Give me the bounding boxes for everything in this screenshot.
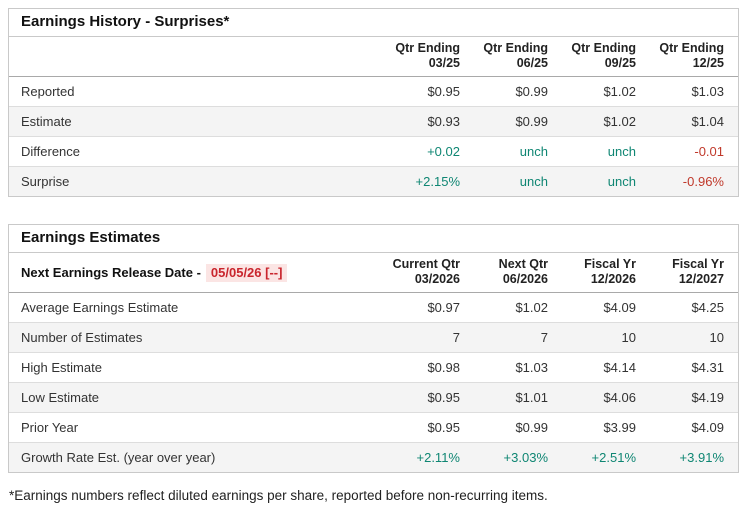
row-label: Difference — [9, 136, 386, 167]
earnings-estimates-table: Next Earnings Release Date -05/05/26 [--… — [9, 253, 738, 472]
panel-title: Earnings Estimates — [9, 225, 738, 253]
release-date-badge[interactable]: 05/05/26 [--] — [205, 263, 288, 282]
cell-value: $4.14 — [562, 352, 650, 383]
cell-value: -0.96% — [682, 174, 724, 189]
row-label: Estimate — [9, 106, 386, 137]
table-row: Difference +0.02 unch unch -0.01 — [9, 136, 738, 167]
cell-value: unch — [519, 174, 548, 189]
cell-value: $4.09 — [562, 292, 650, 323]
row-label: Surprise — [21, 174, 70, 189]
row-label: High Estimate — [9, 352, 386, 383]
cell-value: unch — [562, 136, 650, 167]
cell-value: $1.03 — [650, 76, 738, 107]
row-label: Reported — [9, 76, 386, 107]
cell-value: 7 — [386, 322, 474, 353]
cell-value: $0.97 — [386, 292, 474, 323]
cell-value: $1.04 — [650, 106, 738, 137]
table-row: Estimate $0.93 $0.99 $1.02 $1.04 — [9, 106, 738, 137]
table-row: Number of Estimates 7 7 10 10 — [9, 322, 738, 353]
cell-value: $0.98 — [386, 352, 474, 383]
row-label: Average Earnings Estimate — [9, 292, 386, 323]
cell-value: $4.25 — [650, 292, 738, 323]
cell-value: 10 — [562, 322, 650, 353]
column-header: Next Qtr 06/2026 — [474, 253, 562, 293]
cell-value: $4.06 — [562, 382, 650, 413]
earnings-estimates-panel: Earnings Estimates Next Earnings Release… — [8, 224, 739, 473]
cell-value: $4.09 — [650, 412, 738, 443]
column-header: Current Qtr 03/2026 — [386, 253, 474, 293]
blank-header-cell — [9, 37, 386, 77]
cell-value: $0.99 — [474, 76, 562, 107]
earnings-history-panel: Earnings History - Surprises* Qtr Ending… — [8, 8, 739, 197]
column-header: Qtr Ending 12/25 — [650, 37, 738, 77]
cell-value: $1.02 — [562, 76, 650, 107]
row-label: Growth Rate Est. (year over year) — [21, 450, 216, 465]
table-row: Surprise +2.15% unch unch -0.96% — [9, 166, 738, 196]
cell-value: $1.01 — [474, 382, 562, 413]
cell-value: $1.02 — [474, 292, 562, 323]
header-row: Qtr Ending 03/25 Qtr Ending 06/25 Qtr En… — [9, 37, 738, 77]
cell-value: $4.31 — [650, 352, 738, 383]
cell-value: +3.91% — [679, 450, 724, 465]
earnings-history-table: Qtr Ending 03/25 Qtr Ending 06/25 Qtr En… — [9, 37, 738, 196]
footnote: *Earnings numbers reflect diluted earnin… — [9, 488, 548, 503]
cell-value: $0.93 — [386, 106, 474, 137]
cell-value: $3.99 — [562, 412, 650, 443]
cell-value: 10 — [650, 322, 738, 353]
cell-value: +2.51% — [591, 450, 636, 465]
cell-value: $0.95 — [386, 382, 474, 413]
cell-value: $0.95 — [386, 76, 474, 107]
row-label: Number of Estimates — [9, 322, 386, 353]
column-header: Qtr Ending 03/25 — [386, 37, 474, 77]
cell-value: $0.95 — [386, 412, 474, 443]
panel-title: Earnings History - Surprises* — [9, 9, 738, 37]
table-row: Low Estimate $0.95 $1.01 $4.06 $4.19 — [9, 382, 738, 413]
cell-value: +3.03% — [503, 450, 548, 465]
cell-value: unch — [474, 136, 562, 167]
table-row: Reported $0.95 $0.99 $1.02 $1.03 — [9, 76, 738, 107]
cell-value: $1.02 — [562, 106, 650, 137]
table-row: High Estimate $0.98 $1.03 $4.14 $4.31 — [9, 352, 738, 383]
column-header: Fiscal Yr 12/2027 — [650, 253, 738, 293]
cell-value: unch — [607, 174, 636, 189]
header-row: Next Earnings Release Date -05/05/26 [--… — [9, 253, 738, 293]
cell-value: +0.02 — [386, 136, 474, 167]
release-date-label: Next Earnings Release Date - — [21, 264, 201, 280]
cell-value: $1.03 — [474, 352, 562, 383]
cell-value: -0.01 — [650, 136, 738, 167]
column-header: Qtr Ending 06/25 — [474, 37, 562, 77]
cell-value: $4.19 — [650, 382, 738, 413]
table-row: Growth Rate Est. (year over year) +2.11%… — [9, 442, 738, 472]
column-header: Fiscal Yr 12/2026 — [562, 253, 650, 293]
row-label: Low Estimate — [9, 382, 386, 413]
cell-value: +2.15% — [415, 174, 460, 189]
row-label: Prior Year — [9, 412, 386, 443]
cell-value: 7 — [474, 322, 562, 353]
table-row: Prior Year $0.95 $0.99 $3.99 $4.09 — [9, 412, 738, 443]
cell-value: $0.99 — [474, 412, 562, 443]
cell-value: +2.11% — [416, 450, 461, 465]
column-header: Qtr Ending 09/25 — [562, 37, 650, 77]
next-earnings-release: Next Earnings Release Date -05/05/26 [--… — [9, 253, 386, 293]
table-row: Average Earnings Estimate $0.97 $1.02 $4… — [9, 292, 738, 323]
cell-value: $0.99 — [474, 106, 562, 137]
